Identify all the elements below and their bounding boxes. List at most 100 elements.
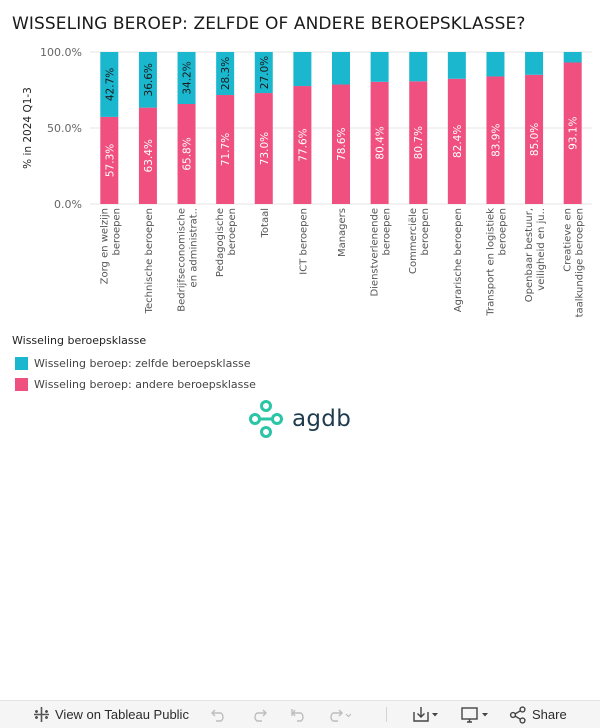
full-screen-button[interactable]: [460, 701, 492, 728]
x-tick-label: Managers: [337, 208, 348, 257]
undo-button[interactable]: [210, 701, 228, 728]
x-tick-label: beroepen: [497, 208, 508, 256]
legend-swatch-zelfde: [15, 357, 28, 370]
legend-label-andere: Wisseling beroep: andere beroepsklasse: [34, 378, 256, 391]
tableau-toolbar: View on Tableau Public: [0, 700, 600, 728]
bar-segment-zelfde: [332, 52, 350, 85]
data-label-andere: 65.8%: [182, 137, 194, 170]
x-tick-label: Technische beroepen: [144, 208, 155, 314]
x-tick-label: en administrat..: [189, 208, 200, 287]
data-label-andere: 93.1%: [568, 117, 580, 150]
data-label-andere: 63.4%: [143, 139, 155, 172]
x-tick-label: Bedrijfseconomische: [177, 208, 188, 312]
x-tick-label: Dienstverlenende: [370, 208, 381, 297]
x-tick-label: Pedagogische: [215, 208, 226, 277]
data-label-andere: 73.0%: [259, 132, 271, 165]
data-label-zelfde: 34.2%: [182, 61, 194, 94]
x-tick-label: Creatieve en: [563, 208, 574, 272]
bar-segment-zelfde: [563, 52, 582, 63]
data-label-andere: 77.6%: [297, 128, 309, 161]
y-axis-title: % in 2024 Q1-3: [22, 87, 34, 169]
share-button[interactable]: Share: [509, 701, 567, 728]
data-label-andere: 78.6%: [336, 128, 348, 161]
data-label-zelfde: 27.0%: [259, 56, 271, 89]
bar-segment-andere: [332, 84, 350, 204]
data-label-andere: 85.0%: [529, 123, 541, 156]
bar-segment-andere: [216, 95, 235, 204]
bar-segment-andere: [177, 103, 196, 204]
agdb-logo-icon: [249, 400, 283, 438]
x-tick-label: beroepen: [420, 208, 431, 256]
revert-button[interactable]: [290, 701, 308, 728]
redo-button[interactable]: [250, 701, 268, 728]
legend-label-zelfde: Wisseling beroep: zelfde beroepsklasse: [34, 357, 251, 370]
data-label-zelfde: 42.7%: [104, 68, 116, 101]
data-label-andere: 57.3%: [104, 144, 116, 177]
revert-icon: [291, 708, 304, 722]
view-on-tableau-label: View on Tableau Public: [55, 707, 189, 722]
bar-segment-andere: [447, 78, 466, 204]
x-tick-label: Openbaar bestuur,: [524, 208, 535, 302]
y-tick-label: 0.0%: [54, 198, 82, 211]
data-label-andere: 71.7%: [220, 133, 232, 166]
download-button[interactable]: [412, 701, 442, 728]
view-on-tableau-button[interactable]: View on Tableau Public: [33, 701, 189, 728]
bar-segment-zelfde: [447, 52, 466, 79]
bar-segment-zelfde: [254, 52, 273, 94]
x-tick-label: Commerciële: [408, 208, 419, 274]
legend-title: Wisseling beroepsklasse: [12, 334, 147, 347]
x-tick-label: ICT beroepen: [298, 208, 309, 275]
bar-segment-andere: [525, 74, 544, 204]
tableau-icon: [34, 707, 49, 722]
x-tick-label: Zorg en welzijn: [99, 208, 110, 284]
download-icon: [413, 706, 438, 722]
bar-segment-zelfde: [177, 52, 196, 104]
legend-item-andere[interactable]: Wisseling beroep: andere beroepsklasse: [12, 374, 256, 395]
x-tick-label: beroepen: [111, 208, 122, 256]
stacked-bar-chart: 100.0% 50.0% 0.0% % in 2024 Q1-3 57.3% 42.7% Z…: [22, 46, 592, 317]
y-tick-label: 100.0%: [40, 46, 82, 59]
data-label-andere: 83.9%: [490, 124, 502, 157]
x-tick-label: Transport en logistiek: [485, 208, 496, 317]
bar-segment-zelfde: [100, 52, 119, 117]
agdb-logo: agdb: [248, 399, 351, 439]
bar-segment-zelfde: [370, 52, 389, 82]
bar-segment-andere: [370, 81, 389, 204]
device-layout-icon: [461, 706, 488, 723]
bar-segment-andere: [409, 81, 428, 204]
legend-swatch-andere: [15, 378, 28, 391]
legend-item-zelfde[interactable]: Wisseling beroep: zelfde beroepsklasse: [12, 353, 256, 374]
share-icon: [509, 705, 526, 724]
x-tick-label: beroepen: [382, 208, 393, 256]
bar-segment-zelfde: [293, 52, 312, 87]
x-tick-label: Agrarische beroepen: [453, 208, 464, 312]
share-label: Share: [532, 707, 567, 722]
forward-icon: [330, 709, 352, 722]
bar-segment-zelfde: [138, 52, 157, 108]
bar-segment-andere: [293, 86, 312, 204]
x-tick-label: taalkundige beroepen: [575, 208, 586, 317]
agdb-logo-text: agdb: [292, 406, 352, 432]
data-label-zelfde: 36.6%: [143, 63, 155, 96]
redo-icon: [254, 709, 267, 722]
bar-segment-andere: [486, 76, 505, 204]
bar-segment-zelfde: [216, 52, 235, 96]
bar-segment-andere: [254, 93, 273, 204]
data-label-zelfde: 28.3%: [220, 57, 232, 90]
data-label-andere: 82.4%: [452, 125, 464, 158]
bar-segment-andere: [563, 62, 582, 204]
x-tick-label: beroepen: [227, 208, 238, 256]
data-label-andere: 80.4%: [375, 126, 387, 159]
toolbar-separator: [386, 707, 387, 722]
bar-segment-zelfde: [486, 52, 505, 77]
page-title: WISSELING BEROEP: ZELFDE OF ANDERE BEROE…: [12, 14, 526, 34]
bar-segment-zelfde: [409, 52, 428, 82]
legend: Wisseling beroepsklasse Wisseling beroep…: [12, 334, 256, 395]
undo-icon: [211, 709, 224, 722]
y-tick-label: 50.0%: [47, 122, 82, 135]
forward-button[interactable]: [326, 701, 352, 728]
bar-segment-zelfde: [525, 52, 544, 75]
x-tick-label: veiligheid en ju..: [536, 208, 547, 291]
bar-segment-andere: [138, 107, 157, 204]
bar-segment-andere: [100, 116, 119, 204]
